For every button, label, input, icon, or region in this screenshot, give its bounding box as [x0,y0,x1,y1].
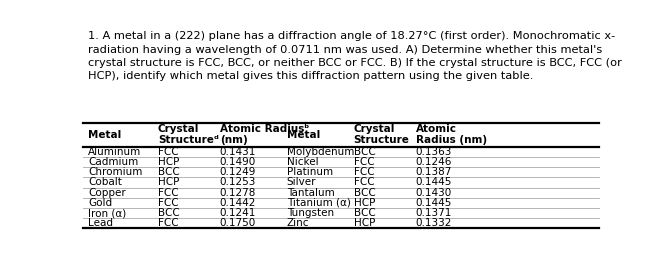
Text: 0.1431: 0.1431 [219,147,256,157]
Text: Tantalum: Tantalum [287,188,334,198]
Text: 0.1253: 0.1253 [219,177,256,187]
Text: 0.1278: 0.1278 [219,188,256,198]
Text: 0.1241: 0.1241 [219,208,256,218]
Text: 0.1363: 0.1363 [416,147,452,157]
Text: 0.1332: 0.1332 [416,218,452,228]
Text: HCP: HCP [158,157,180,167]
Text: Iron (α): Iron (α) [88,208,126,218]
Text: 0.1490: 0.1490 [219,157,256,167]
Text: BCC: BCC [158,208,180,218]
Text: HCP: HCP [354,198,375,208]
Text: Gold: Gold [88,198,112,208]
Text: Atomic Radiusᵇ
(nm): Atomic Radiusᵇ (nm) [219,124,309,145]
Text: FCC: FCC [354,167,374,177]
Text: Cadmium: Cadmium [88,157,138,167]
Text: FCC: FCC [354,177,374,187]
Text: Metal: Metal [287,130,320,140]
Text: HCP: HCP [158,177,180,187]
Text: 0.1246: 0.1246 [416,157,452,167]
Text: Chromium: Chromium [88,167,143,177]
Text: 0.1430: 0.1430 [416,188,452,198]
Text: BCC: BCC [158,167,180,177]
Text: 0.1371: 0.1371 [416,208,452,218]
Text: FCC: FCC [158,147,178,157]
Text: BCC: BCC [354,147,376,157]
Text: FCC: FCC [158,218,178,228]
Text: 0.1750: 0.1750 [219,218,256,228]
Text: 1. A metal in a (222) plane has a diffraction angle of 18.27°C (first order). Mo: 1. A metal in a (222) plane has a diffra… [88,31,622,81]
Text: HCP: HCP [354,218,375,228]
Text: Copper: Copper [88,188,126,198]
Text: Tungsten: Tungsten [287,208,334,218]
Text: Nickel: Nickel [287,157,319,167]
Text: FCC: FCC [158,198,178,208]
Text: 0.1442: 0.1442 [219,198,256,208]
Text: Silver: Silver [287,177,316,187]
Text: Platinum: Platinum [287,167,332,177]
Text: Lead: Lead [88,218,113,228]
Text: Zinc: Zinc [287,218,309,228]
Text: Titanium (α): Titanium (α) [287,198,350,208]
Text: 0.1387: 0.1387 [416,167,452,177]
Text: Cobalt: Cobalt [88,177,122,187]
Text: 0.1445: 0.1445 [416,177,452,187]
Text: Crystal
Structureᵈ: Crystal Structureᵈ [158,124,219,145]
Text: 0.1445: 0.1445 [416,198,452,208]
Text: Molybdenum: Molybdenum [287,147,354,157]
Text: Aluminum: Aluminum [88,147,142,157]
Text: BCC: BCC [354,188,376,198]
Text: Crystal
Structure: Crystal Structure [354,124,410,145]
Text: Atomic
Radius (nm): Atomic Radius (nm) [416,124,487,145]
Text: Metal: Metal [88,130,122,140]
Text: BCC: BCC [354,208,376,218]
Text: FCC: FCC [158,188,178,198]
Text: FCC: FCC [354,157,374,167]
Text: 0.1249: 0.1249 [219,167,256,177]
